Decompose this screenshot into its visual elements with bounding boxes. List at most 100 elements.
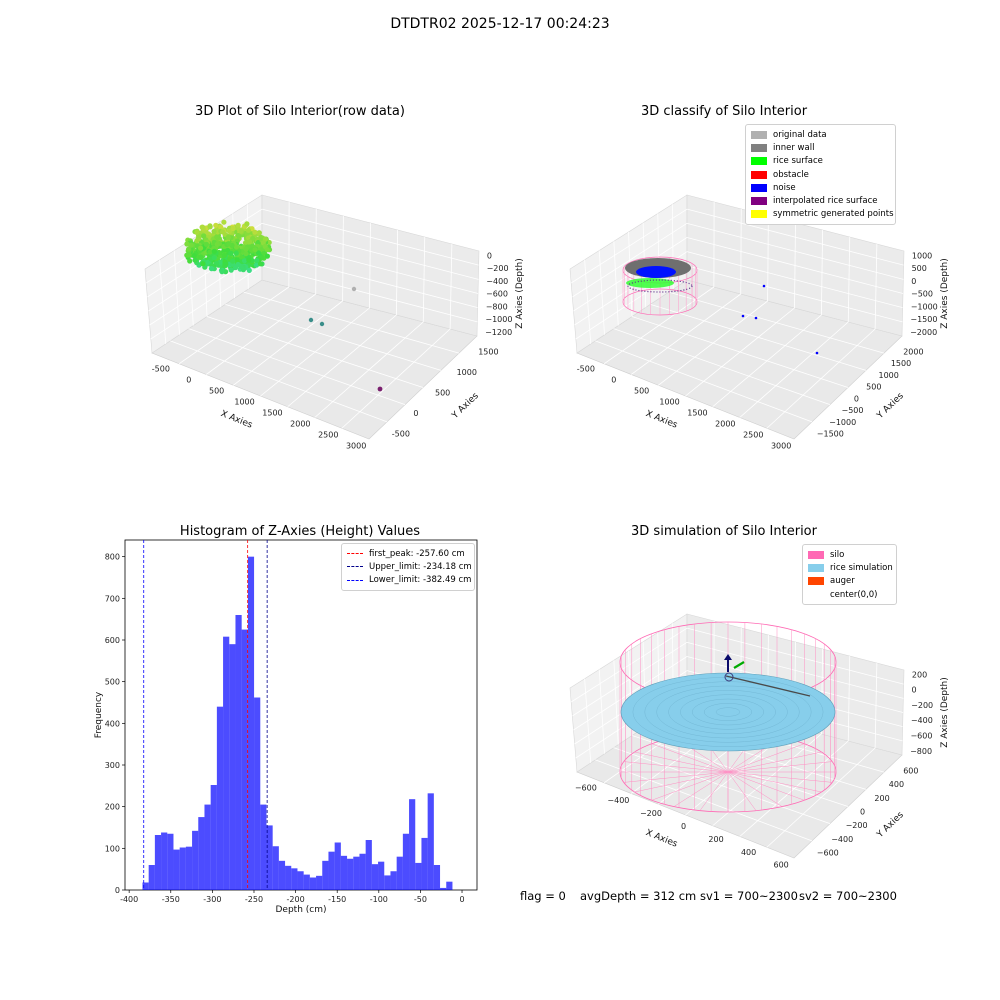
panel1-rice-point [221, 252, 227, 258]
legend-item: original data [751, 128, 890, 141]
histogram-ytick: 100 [105, 844, 120, 853]
panel1-ztick: −400 [486, 277, 508, 286]
panel4-silo-spoke [651, 771, 729, 801]
panel2-grid [650, 303, 867, 371]
panel4-direction-arrow [733, 661, 745, 669]
panel2-xtick: 3000 [771, 442, 791, 451]
panel4-grid [686, 627, 904, 685]
panel1-xtick: 2500 [318, 431, 338, 440]
panel1-rice-point [246, 257, 252, 263]
panel2-noise-point [815, 351, 819, 355]
histogram-bar [440, 887, 447, 890]
legend-swatch [808, 550, 824, 559]
histogram-legend: first_peak: -257.60 cm Upper_limit: -234.… [341, 543, 475, 591]
histogram-ytick: 800 [105, 553, 120, 562]
histogram-xtick: -350 [162, 895, 180, 904]
panel2-grid [613, 328, 831, 406]
panel2-grid [686, 251, 903, 309]
panel4-xtick: −600 [575, 783, 597, 792]
legend-swatch [808, 563, 824, 572]
panel1-xtick: 0 [186, 375, 191, 384]
panel1-rice-point [186, 246, 192, 252]
histogram-bar [254, 697, 261, 890]
panel1-grid [206, 316, 424, 388]
panel4-title: 3D simulation of Silo Interior [631, 524, 817, 539]
panel2-ztick: −500 [911, 290, 933, 299]
legend-label: Lower_limit: -382.49 cm [369, 575, 472, 586]
histogram-bar [161, 832, 168, 890]
panel1-rice-point [252, 247, 258, 253]
histogram-bar [148, 865, 155, 890]
panel4-rice-mesh [644, 681, 812, 743]
histogram-bar [347, 858, 354, 890]
panel1-rice-point [188, 242, 194, 248]
panel4-ytick: −600 [817, 849, 839, 858]
histogram-bar [353, 856, 360, 890]
histogram-bar [415, 862, 422, 890]
histogram-xtick: -400 [120, 895, 138, 904]
histogram-bar [179, 847, 186, 890]
panel4-ytick: 600 [903, 766, 918, 775]
histogram-bar [446, 881, 453, 890]
panel1-rice-point [250, 235, 256, 242]
panel1-rice-point [230, 225, 236, 232]
panel4-ztick: 200 [912, 670, 927, 679]
histogram-bar [309, 877, 317, 890]
panel2-ytick: 1500 [891, 359, 911, 368]
panel1-rice-point [187, 258, 193, 264]
histogram-bar [322, 860, 329, 890]
histogram-bar [142, 882, 149, 890]
panel1-rice-point [207, 249, 213, 255]
legend-label: auger [830, 576, 855, 587]
panel4-silo-spoke [623, 761, 729, 773]
panel2-xtick: 500 [634, 386, 649, 395]
panel1-rice-point [211, 228, 217, 235]
panel1-rice-point [198, 245, 204, 251]
panel1-outlier-point [377, 386, 383, 392]
histogram-xtick: -100 [370, 895, 388, 904]
legend-item: auger [808, 575, 891, 588]
legend-item: Upper_limit: -234.18 cm [347, 560, 472, 573]
histogram-xtick: -200 [287, 895, 305, 904]
panel1-grid [243, 291, 460, 354]
panel4-grid [595, 759, 813, 842]
panel1-rice-point [247, 239, 253, 245]
panel1-grid [261, 222, 479, 280]
legend-swatch [751, 170, 767, 179]
histogram-bar [396, 856, 403, 890]
panel4-silo-spoke [727, 771, 805, 801]
panel4-ytick: −200 [846, 821, 868, 830]
histogram-bar [378, 861, 385, 890]
histogram-bar [390, 871, 397, 890]
legend-line-sample [347, 566, 363, 568]
panel1-ytick: 0 [413, 409, 418, 418]
histogram-bar [371, 864, 379, 890]
legend-swatch [808, 590, 824, 599]
panel2-noise-point [754, 316, 758, 320]
panel1-rice-point [254, 262, 260, 268]
histogram-bar [278, 860, 286, 890]
histogram-bar [167, 833, 174, 890]
legend-item: rice surface [751, 155, 890, 168]
panel4-silo-spoke [727, 771, 757, 811]
panel1-rice-point [238, 228, 244, 234]
histogram-bar [266, 825, 273, 890]
panel1-rice-point [235, 222, 241, 228]
panel1-rice-point [214, 234, 220, 240]
histogram-ytick: 400 [105, 719, 120, 728]
panel4-silo-spoke [727, 751, 822, 773]
panel1-ztick: 0 [487, 251, 492, 260]
legend-swatch [808, 577, 824, 586]
panel2-xtick: 1000 [659, 397, 679, 406]
panel1-rice-point [191, 253, 197, 259]
panel4-silo-spoke [727, 771, 783, 807]
panel1-rice-point [242, 258, 248, 264]
panel1-ztick: −1000 [485, 315, 512, 324]
panel1-rice-point [235, 232, 241, 239]
histogram-bar [185, 846, 193, 890]
panel2-ztick: 500 [912, 264, 927, 273]
panel1-outlier-point [351, 286, 357, 292]
panel4-grid [570, 627, 688, 703]
histogram-bar [204, 804, 211, 890]
panel1-rice-point [219, 269, 225, 275]
